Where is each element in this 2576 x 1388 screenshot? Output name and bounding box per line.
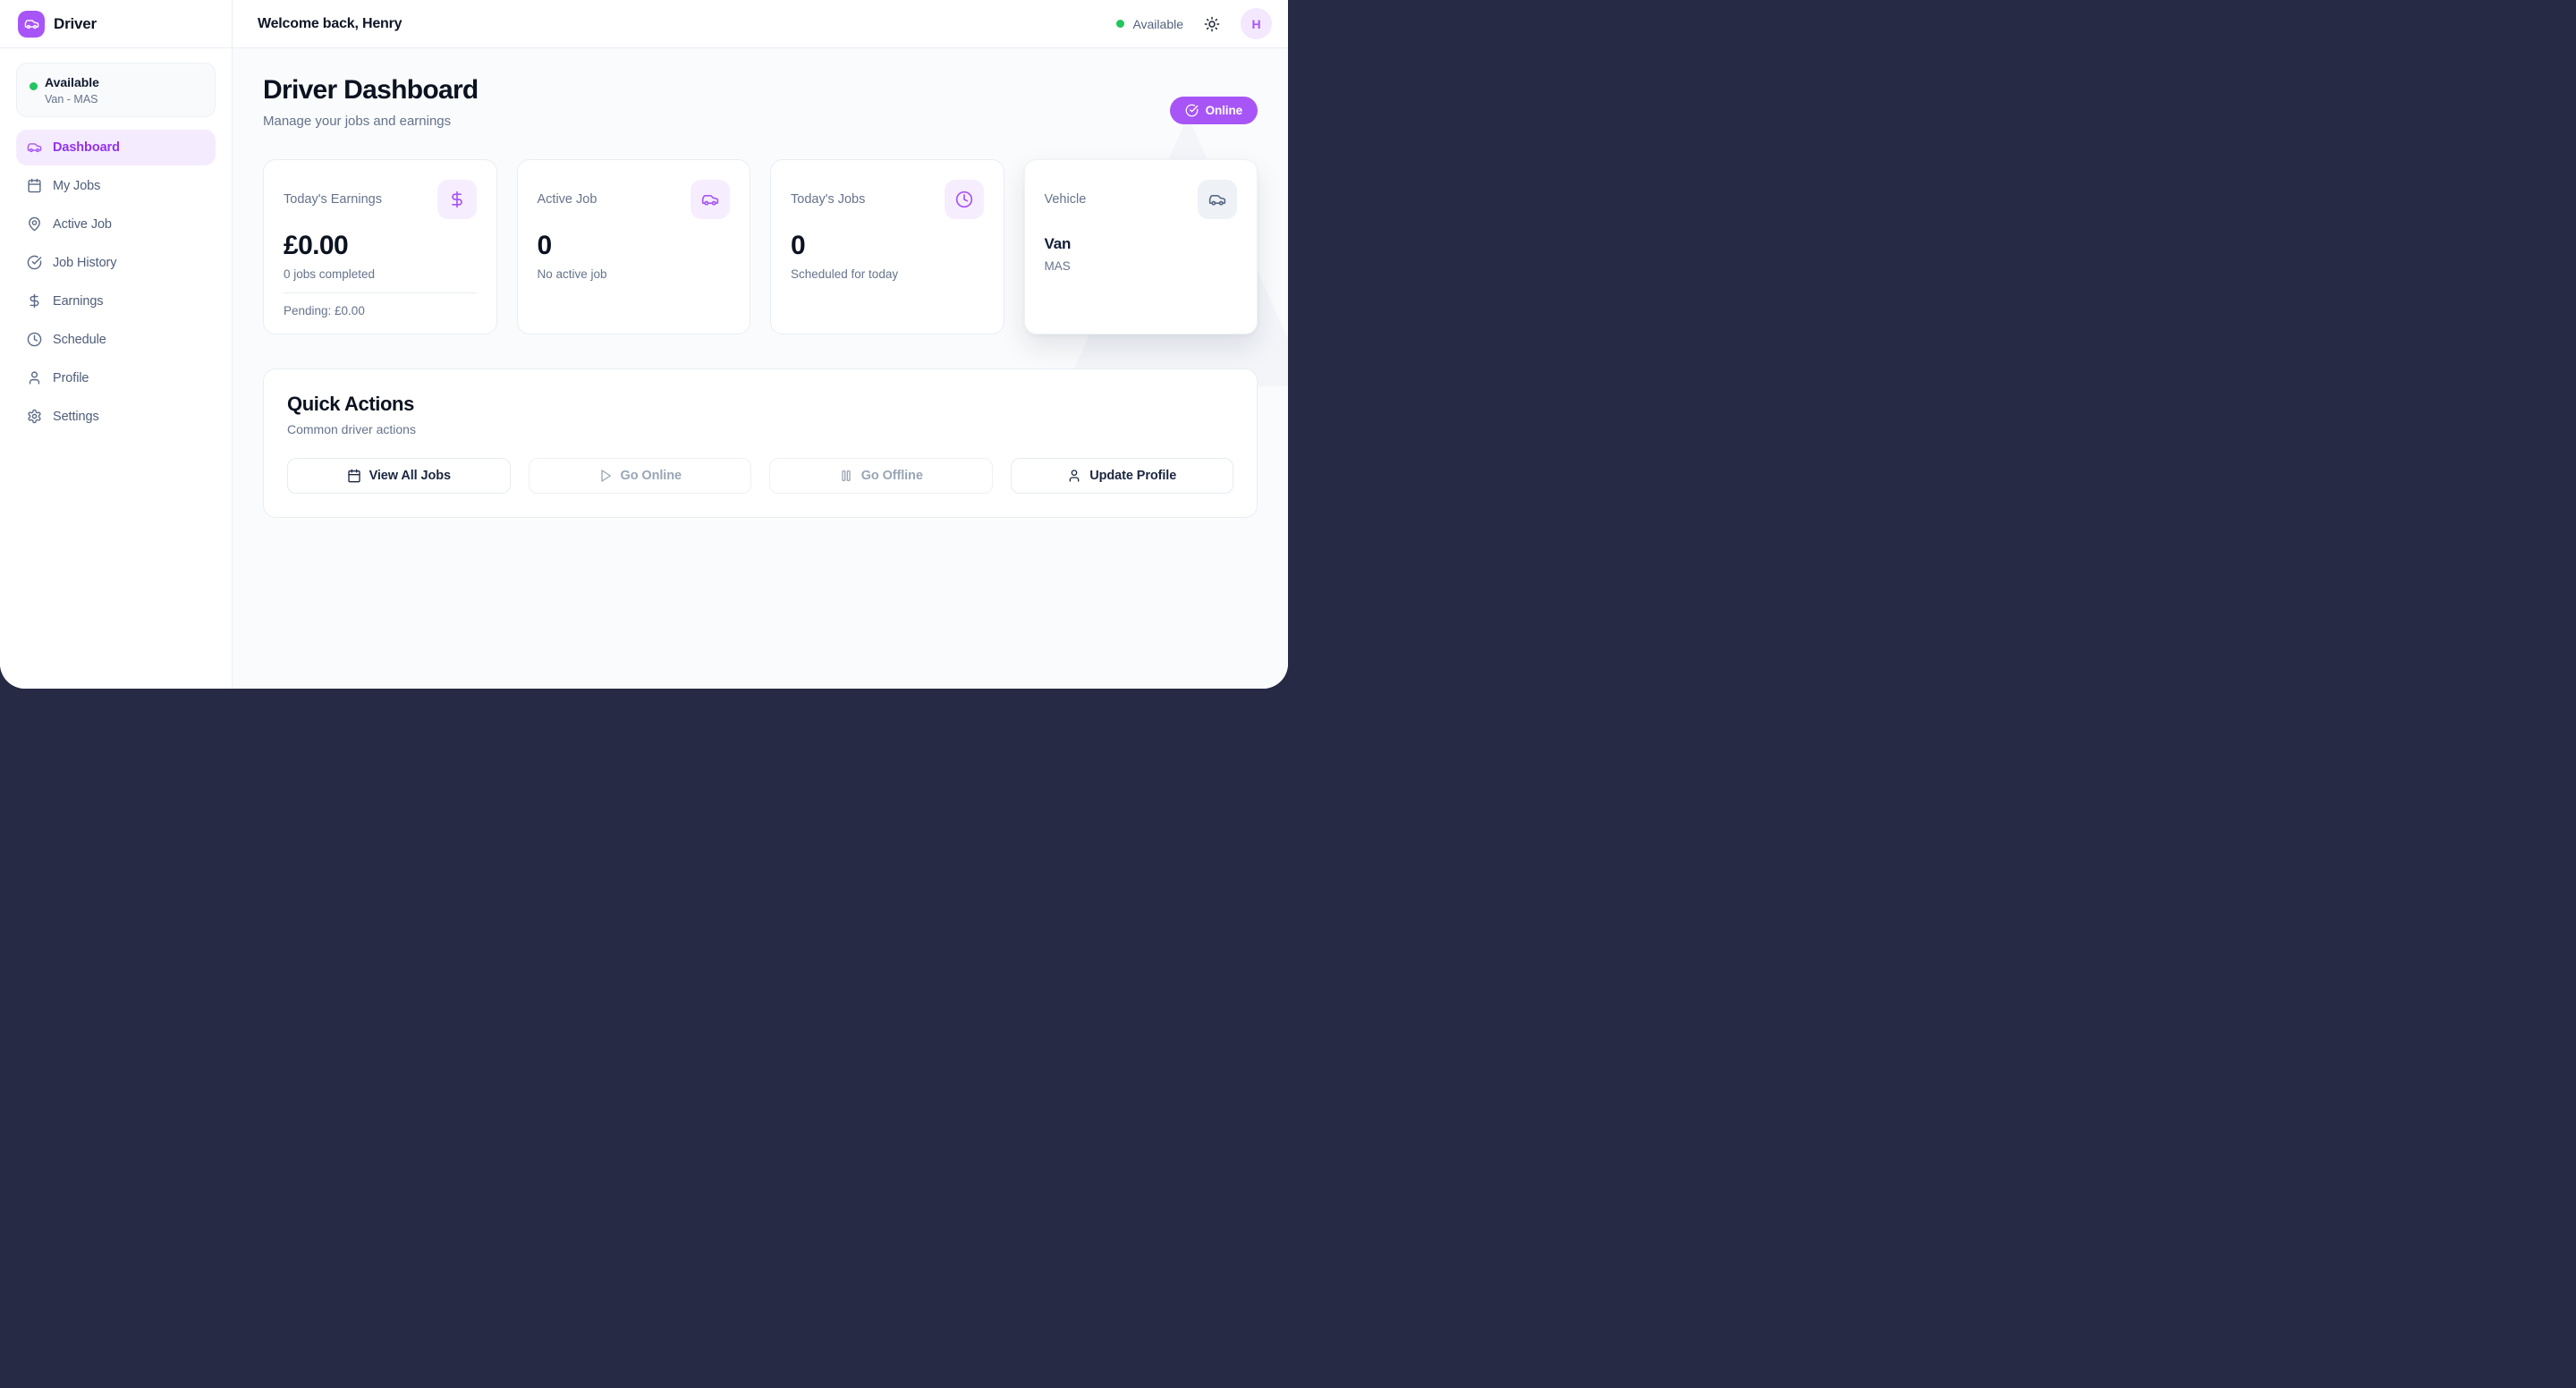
dollar-icon [436,180,477,219]
quick-actions-title: Quick Actions [287,393,414,415]
sidebar-nav: Dashboard My Jobs Active Job Job History Ear… [16,129,216,435]
status-dot-icon [30,82,38,90]
calendar-icon [27,178,42,193]
clock-icon [27,332,42,347]
user-icon [1067,469,1081,483]
go-online-button[interactable]: Go Online [528,458,751,494]
theme-toggle-button[interactable] [1199,12,1224,37]
sidebar-item-active-job[interactable]: Active Job [16,207,216,242]
stat-card-today-s-jobs: Today's Jobs 0 Scheduled for today [770,159,1004,334]
map-pin-icon [27,216,42,232]
header-right: Available H [1116,8,1272,39]
avatar[interactable]: H [1241,8,1272,39]
sun-icon [1204,16,1220,32]
sidebar-item-earnings[interactable]: Earnings [16,284,216,319]
sidebar: Available Van - MAS Dashboard My Jobs Acti… [0,48,233,689]
car-icon [691,180,730,219]
update-profile-button[interactable]: Update Profile [1010,458,1233,494]
stat-footer: Pending: £0.00 [284,304,365,317]
dollar-icon [27,293,42,309]
calendar-icon [347,469,361,483]
stat-value: £0.00 [284,231,349,260]
stat-value: 0 [791,231,806,260]
stat-subtext: Scheduled for today [791,267,899,281]
check-circle-icon [27,255,42,270]
stat-label: Vehicle [1044,192,1087,207]
topbar: Driver Welcome back, Henry Available H [0,0,1288,48]
car-icon [1198,180,1237,219]
online-badge-label: Online [1205,104,1243,117]
stat-card-active-job: Active Job 0 No active job [516,159,750,334]
app-title: Driver [54,14,97,32]
gear-icon [27,409,42,424]
stat-label: Active Job [537,192,597,207]
view-all-jobs-button[interactable]: View All Jobs [287,458,511,494]
stat-value: 0 [537,231,553,260]
availability-status-label: Available [1132,16,1183,31]
user-icon [27,370,42,385]
stat-value: Van [1044,235,1072,252]
welcome-text: Welcome back, Henry [258,15,402,31]
sidebar-item-my-jobs[interactable]: My Jobs [16,168,216,204]
pause-icon [839,469,853,483]
stat-card-vehicle: Vehicle Van MAS [1023,159,1258,334]
shell: Available Van - MAS Dashboard My Jobs Acti… [0,48,1288,689]
app-window: Driver Welcome back, Henry Available H A… [0,0,1288,689]
sidebar-item-profile[interactable]: Profile [16,360,216,396]
stat-card-today-s-earnings: Today's Earnings £0.00 0 jobs completed Pen… [263,159,497,334]
stat-label: Today's Jobs [791,192,866,207]
status-card-title: Available [45,75,99,89]
main-content: Driver Dashboard Manage your jobs and ea… [233,48,1288,689]
car-icon [27,140,42,155]
divider [284,292,477,293]
sidebar-item-job-history[interactable]: Job History [16,245,216,281]
status-dot-icon [1116,20,1125,28]
quick-actions-row: View All Jobs Go Online Go Offline Update P… [287,458,1233,494]
page-subtitle: Manage your jobs and earnings [263,114,452,129]
stats-grid: Today's Earnings £0.00 0 jobs completed Pen… [263,159,1258,334]
check-circle-icon [1185,104,1199,117]
go-offline-button[interactable]: Go Offline [769,458,993,494]
quick-actions-subtitle: Common driver actions [287,422,416,436]
status-card-subtitle: Van - MAS [45,92,98,106]
sidebar-item-settings[interactable]: Settings [16,399,216,435]
driver-status-card: Available Van - MAS [16,63,216,117]
quick-actions-panel: Quick Actions Common driver actions View… [263,368,1258,518]
availability-status: Available [1116,17,1183,31]
page-title: Driver Dashboard [263,75,479,105]
driver-logo-icon [18,10,45,38]
stat-label: Today's Earnings [284,192,382,207]
stat-subtext: 0 jobs completed [284,267,376,281]
header: Welcome back, Henry Available H [233,0,1288,47]
sidebar-item-schedule[interactable]: Schedule [16,322,216,358]
play-icon [598,469,613,483]
online-badge[interactable]: Online [1169,97,1258,124]
sidebar-item-dashboard[interactable]: Dashboard [16,129,216,165]
stat-subtext: No active job [537,267,607,281]
stat-subtext: MAS [1044,259,1071,273]
page-head: Driver Dashboard Manage your jobs and ea… [263,75,1258,129]
clock-icon [944,180,984,219]
brand: Driver [0,0,233,47]
